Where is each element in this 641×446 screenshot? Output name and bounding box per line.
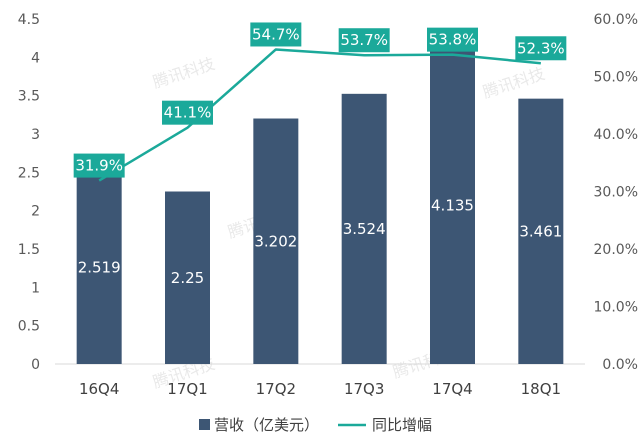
line-value-label: 41.1%: [164, 104, 212, 122]
bar-value-label: 3.461: [519, 222, 562, 240]
watermark-text: 腾讯科技: [480, 64, 547, 102]
bar-value-label: 3.524: [343, 220, 386, 238]
y-axis-left: 0 0.5 1 1.5 2 2.5 3 3.5 4 4.5: [18, 12, 40, 373]
line-value-label: 31.9%: [75, 157, 123, 175]
x-category-label: 17Q1: [167, 380, 207, 398]
line-value-label: 52.3%: [517, 39, 565, 57]
x-category-label: 18Q1: [521, 380, 561, 398]
y2-tick-label: 20.0%: [594, 242, 638, 258]
y2-tick-label: 40.0%: [594, 127, 638, 143]
bar: [518, 98, 564, 364]
bar: [341, 93, 387, 365]
y-tick-label: 3: [31, 127, 40, 143]
y2-tick-label: 10.0%: [594, 300, 638, 316]
line-value-label: 54.7%: [252, 25, 300, 43]
legend-bar-label: 营收（亿美元）: [214, 416, 319, 434]
x-axis-categories: 16Q4 17Q1 17Q2 17Q3 17Q4 18Q1: [79, 380, 561, 398]
y-tick-label: 1.5: [18, 242, 40, 258]
bar: [76, 170, 122, 364]
y2-tick-label: 0.0%: [602, 357, 638, 373]
y-tick-label: 3.5: [18, 89, 40, 105]
y-tick-label: 4: [31, 50, 40, 66]
y-tick-label: 0.5: [18, 319, 40, 335]
bar-value-label: 4.135: [431, 196, 474, 214]
y-tick-label: 0: [31, 357, 40, 373]
line-path: [98, 48, 541, 182]
y2-tick-label: 50.0%: [594, 70, 638, 86]
y-axis-right: 0.0% 10.0% 20.0% 30.0% 40.0% 50.0% 60.0%: [594, 12, 638, 373]
y-tick-label: 2.5: [18, 165, 40, 181]
line-label-box: [250, 22, 302, 47]
y-tick-label: 2: [31, 204, 40, 220]
line-label-box: [338, 28, 390, 53]
legend-bar-swatch: [199, 419, 210, 430]
x-category-label: 17Q2: [256, 380, 296, 398]
bar-series: [76, 46, 564, 365]
line-label-box: [515, 36, 567, 61]
line-series: 31.9% 41.1% 54.7% 53.7% 53.8% 52.3%: [73, 22, 567, 182]
bar: [165, 191, 210, 364]
bar-value-label: 3.202: [254, 232, 297, 250]
line-label-box: [162, 100, 213, 125]
bar: [430, 46, 475, 364]
y-tick-label: 1: [31, 280, 40, 296]
bar-labels: 2.519 2.25 3.202 3.524 4.135 3.461: [78, 196, 563, 286]
y-tick-label: 4.5: [18, 12, 40, 28]
line-value-label: 53.8%: [429, 31, 477, 49]
bar: [253, 118, 299, 364]
y2-tick-label: 30.0%: [594, 185, 638, 201]
x-category-label: 16Q4: [79, 380, 119, 398]
bar-value-label: 2.25: [171, 269, 204, 287]
legend: 营收（亿美元） 同比增幅: [199, 416, 432, 434]
y2-tick-label: 60.0%: [594, 12, 638, 28]
watermark-text: 腾讯科技: [150, 54, 217, 92]
bar-value-label: 2.519: [78, 258, 121, 276]
x-category-label: 17Q4: [432, 380, 472, 398]
x-category-label: 17Q3: [344, 380, 384, 398]
line-label-box: [427, 27, 478, 52]
line-label-box: [73, 153, 125, 178]
line-value-label: 53.7%: [340, 31, 388, 49]
legend-line-label: 同比增幅: [372, 416, 432, 434]
